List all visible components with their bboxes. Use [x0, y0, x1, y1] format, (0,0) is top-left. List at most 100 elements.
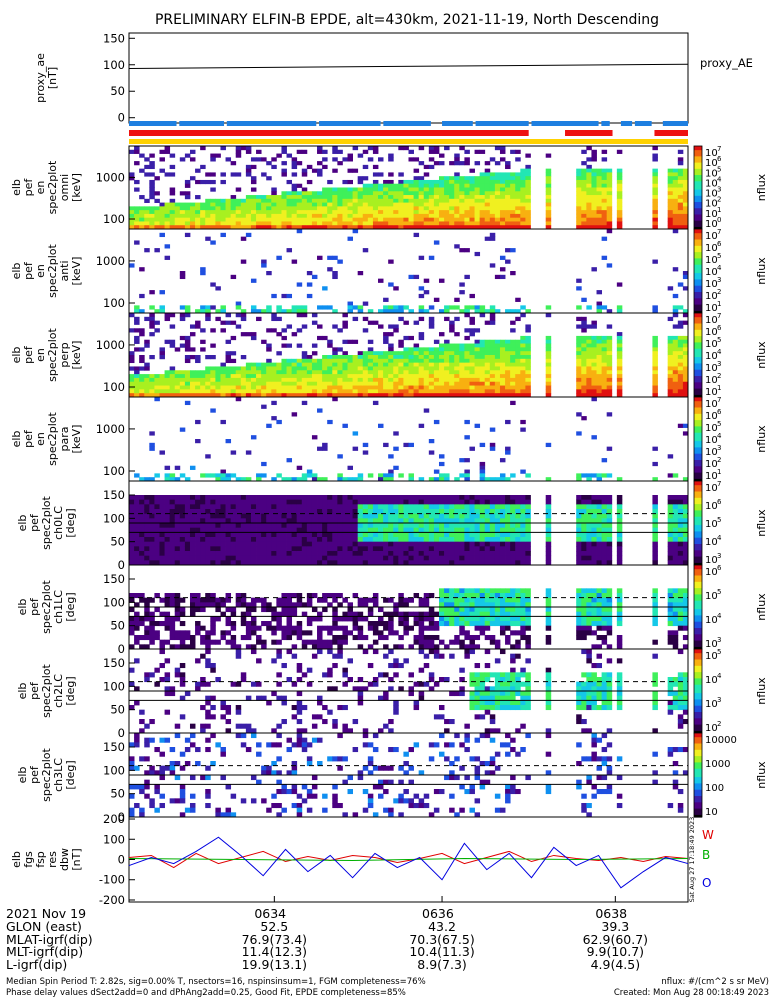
heatmap-cell — [383, 473, 388, 477]
heatmap-cell — [576, 366, 581, 370]
heatmap-cell — [485, 221, 490, 225]
heatmap-cell — [231, 195, 236, 199]
heatmap-cell — [368, 546, 373, 551]
heatmap-cell — [317, 366, 322, 370]
heatmap-cell — [505, 420, 510, 424]
heatmap-cell — [281, 556, 286, 561]
heatmap-cell — [459, 551, 464, 556]
heatmap-cell — [185, 214, 190, 218]
heatmap-cell — [195, 324, 200, 328]
heatmap-cell — [170, 551, 175, 556]
heatmap-cell — [581, 378, 586, 382]
heatmap-cell — [652, 206, 657, 210]
heatmap-cell — [576, 221, 581, 225]
heatmap-cell — [495, 378, 500, 382]
heatmap-cell — [139, 598, 144, 603]
colorbar-tick-exponent: 7 — [717, 396, 721, 404]
heatmap-cell — [505, 176, 510, 180]
heatmap-cell — [464, 328, 469, 332]
heatmap-cell — [322, 443, 327, 447]
heatmap-cell — [368, 359, 373, 363]
heatmap-cell — [327, 180, 332, 184]
heatmap-cell — [144, 504, 149, 509]
heatmap-cell — [149, 374, 154, 378]
heatmap-cell — [449, 324, 454, 328]
heatmap-cell — [256, 556, 261, 561]
heatmap-cell — [373, 532, 378, 537]
heatmap-cell — [525, 495, 530, 500]
heatmap-cell — [602, 188, 607, 192]
heatmap-cell — [480, 366, 485, 370]
heatmap-cell — [358, 495, 363, 500]
heatmap-cell — [591, 324, 596, 328]
heatmap-cell — [327, 203, 332, 207]
heatmap-cell — [281, 169, 286, 173]
heatmap-cell — [210, 626, 215, 631]
heatmap-cell — [337, 532, 342, 537]
heatmap-cell — [139, 169, 144, 173]
heatmap-cell — [464, 378, 469, 382]
heatmap-cell — [515, 514, 520, 519]
heatmap-cell — [652, 382, 657, 386]
heatmap-cell — [581, 473, 586, 477]
heatmap-cell — [581, 191, 586, 195]
heatmap-cell — [276, 221, 281, 225]
heatmap-cell — [205, 551, 210, 556]
heatmap-cell — [454, 195, 459, 199]
heatmap-cell — [409, 203, 414, 207]
heatmap-cell — [419, 359, 424, 363]
heatmap-cell — [454, 389, 459, 393]
heatmap-cell — [576, 180, 581, 184]
ytick-spec2plot_ch0LC: 100 — [103, 511, 125, 525]
heatmap-cell — [403, 218, 408, 222]
heatmap-cell — [170, 172, 175, 176]
heatmap-cell — [134, 504, 139, 509]
heatmap-cell — [317, 378, 322, 382]
heatmap-cell — [205, 355, 210, 359]
heatmap-cell — [165, 386, 170, 390]
heatmap-cell — [490, 514, 495, 519]
heatmap-cell — [515, 180, 520, 184]
heatmap-cell — [586, 359, 591, 363]
heatmap-cell — [363, 351, 368, 355]
heatmap-cell — [348, 382, 353, 386]
heatmap-cell — [449, 523, 454, 528]
heatmap-cell — [281, 294, 286, 298]
heatmap-cell — [154, 514, 159, 519]
heatmap-cell — [220, 523, 225, 528]
heatmap-cell — [134, 473, 139, 477]
heatmap-cell — [520, 509, 525, 514]
heatmap-cell — [403, 195, 408, 199]
heatmap-cell — [490, 191, 495, 195]
heatmap-cell — [591, 366, 596, 370]
heatmap-cell — [505, 355, 510, 359]
heatmap-cell — [363, 214, 368, 218]
heatmap-cell — [454, 188, 459, 192]
heatmap-cell — [485, 495, 490, 500]
heatmap-cell — [393, 370, 398, 374]
heatmap-cell — [429, 317, 434, 321]
heatmap-cell — [261, 340, 266, 344]
heatmap-cell — [149, 386, 154, 390]
heatmap-cell — [678, 203, 683, 207]
heatmap-cell — [317, 389, 322, 393]
heatmap-cell — [358, 221, 363, 225]
heatmap-cell — [261, 260, 266, 264]
heatmap-cell — [200, 504, 205, 509]
heatmap-cell — [607, 210, 612, 214]
heatmap-cell — [591, 397, 596, 401]
heatmap-cell — [668, 172, 673, 176]
proxy-ae-line — [129, 64, 688, 68]
heatmap-cell — [297, 199, 302, 203]
heatmap-cell — [200, 267, 205, 271]
heatmap-cell — [546, 313, 551, 317]
heatmap-cell — [246, 546, 251, 551]
heatmap-cell — [281, 630, 286, 635]
heatmap-cell — [581, 195, 586, 199]
heatmap-cell — [388, 351, 393, 355]
heatmap-cell — [170, 389, 175, 393]
heatmap-cell — [139, 514, 144, 519]
heatmap-cell — [475, 382, 480, 386]
